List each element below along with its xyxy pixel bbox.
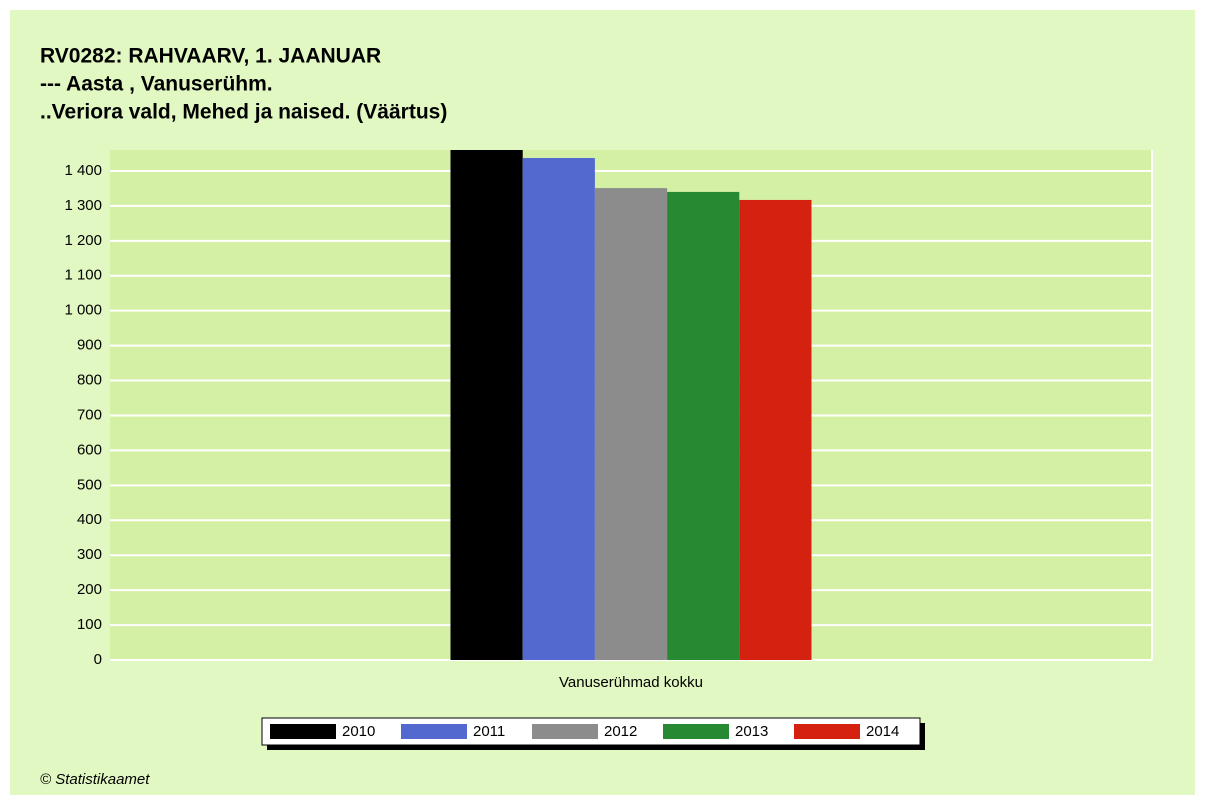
legend-label: 2011 xyxy=(473,723,505,740)
bar xyxy=(594,188,668,660)
y-tick-label: 300 xyxy=(77,546,102,563)
y-tick-label: 100 xyxy=(77,616,102,633)
legend-swatch xyxy=(401,724,467,739)
legend-label: 2013 xyxy=(735,723,768,740)
y-tick-label: 700 xyxy=(77,406,102,423)
legend-label: 2010 xyxy=(342,723,375,740)
y-tick-label: 1 000 xyxy=(64,302,102,319)
legend-swatch xyxy=(270,724,336,739)
bar xyxy=(739,199,812,660)
chart-title: RV0282: RAHVAARV, 1. JAANUAR xyxy=(40,45,381,68)
y-tick-label: 900 xyxy=(77,337,102,354)
footer: © Statistikaamet xyxy=(40,771,150,788)
legend-label: 2012 xyxy=(604,723,637,740)
y-tick-label: 0 xyxy=(94,651,102,668)
bar xyxy=(450,150,523,660)
legend-label: 2014 xyxy=(866,723,899,740)
x-tick-label: Vanuserühmad kokku xyxy=(559,674,703,691)
legend-swatch xyxy=(532,724,598,739)
legend-swatch xyxy=(794,724,860,739)
y-tick-label: 800 xyxy=(77,372,102,389)
y-tick-label: 1 100 xyxy=(64,267,102,284)
y-tick-label: 600 xyxy=(77,441,102,458)
bar xyxy=(667,191,740,661)
y-tick-label: 500 xyxy=(77,476,102,493)
y-tick-label: 1 400 xyxy=(64,162,102,179)
y-tick-label: 1 300 xyxy=(64,197,102,214)
y-tick-label: 1 200 xyxy=(64,232,102,249)
y-tick-label: 200 xyxy=(77,581,102,598)
chart-subtitle: --- Aasta , Vanuserühm. xyxy=(40,73,273,96)
chart-subtitle: ..Veriora vald, Mehed ja naised. (Väärtu… xyxy=(40,101,447,124)
legend-swatch xyxy=(663,724,729,739)
bar xyxy=(522,158,595,660)
y-tick-label: 400 xyxy=(77,511,102,528)
